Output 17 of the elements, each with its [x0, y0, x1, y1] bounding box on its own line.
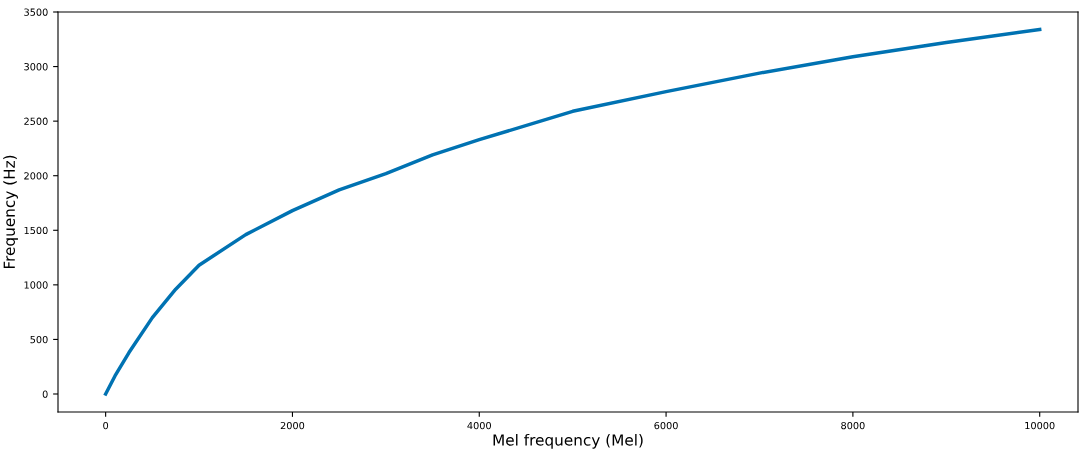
- y-tick-label: 3000: [24, 63, 48, 71]
- y-tick-label: 2500: [24, 117, 48, 125]
- y-tick-label: 500: [30, 335, 48, 344]
- x-tick-label: 2000: [280, 421, 305, 430]
- y-tick-label: 2000: [24, 172, 48, 180]
- x-tick-label: 8000: [841, 421, 865, 430]
- y-tick-label: 3500: [24, 8, 48, 16]
- x-tick-label: 10000: [1025, 421, 1055, 430]
- y-tick-label: 1000: [24, 281, 48, 289]
- x-tick-label: 0: [103, 421, 109, 430]
- y-tick-label: 1500: [24, 226, 48, 235]
- line-series: [103, 27, 1042, 396]
- x-tick-label: 4000: [467, 421, 491, 430]
- x-tick-label: 6000: [654, 421, 678, 430]
- y-axis-title: Frequency (Hz): [3, 155, 18, 269]
- y-tick-label: 0: [42, 390, 48, 398]
- x-axis-title: Mel frequency (Mel): [493, 433, 643, 449]
